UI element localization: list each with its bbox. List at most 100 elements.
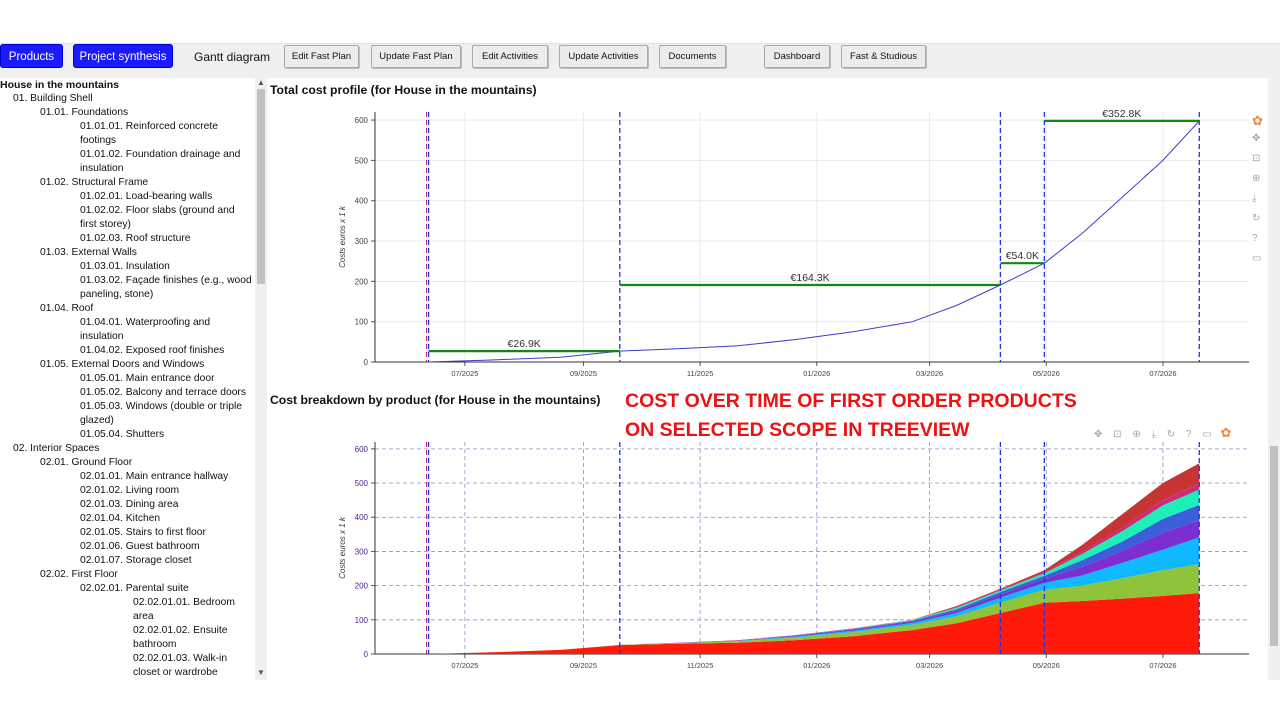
y-tick-label: 0 [364,650,369,659]
gantt-diagram-tab[interactable]: Gantt diagram [194,50,271,64]
tree-scrollbar-thumb[interactable] [257,89,265,284]
save-icon[interactable]: ⤓ [1151,429,1156,440]
tree-item[interactable]: 02.02.01. Parental suite [80,583,189,594]
scroll-up-icon[interactable]: ▲ [257,78,265,87]
y-tick-label: 300 [355,237,369,246]
tree-item[interactable]: 02.01.07. Storage closet [80,555,192,566]
tree-scrollbar[interactable]: ▲ ▼ [255,78,267,680]
tree-item[interactable]: first storey) [80,219,131,230]
tree-item[interactable]: insulation [80,163,124,174]
y-tick-label: 500 [355,479,369,488]
tree-item[interactable]: 01.03. External Walls [40,247,137,258]
tree-item[interactable]: 01.02.01. Load-bearing walls [80,191,213,202]
cost-breakdown-title: Cost breakdown by product (for House in … [270,393,601,407]
pan-icon[interactable]: ✥ [1094,429,1103,440]
tree-item[interactable]: 02.01.01. Main entrance hallway [80,471,229,482]
tree-item[interactable]: 02.01. Ground Floor [40,457,133,468]
cost-breakdown-chart[interactable]: 0 100 200 300 400 500 600 07/2025 09/2025 11/2025… [330,438,1255,670]
tree-item[interactable]: 01.03.01. Insulation [80,261,170,272]
top-chart-toolbar: ✿ ✥ ⊡ ⊕ ⤓ ↻ ? ▭ [1252,113,1268,273]
tree-item[interactable]: 02.01.03. Dining area [80,499,179,510]
tree-item[interactable]: 01.02.02. Floor slabs (ground and [80,205,235,216]
cumulative-cost-line [428,120,1200,363]
tree-item[interactable]: insulation [80,331,124,342]
x-tick-label: 05/2026 [1033,661,1060,670]
bokeh-logo-icon: ✿ [1220,425,1232,440]
edit-fast-plan-button[interactable]: Edit Fast Plan [284,45,359,68]
project-synthesis-button[interactable]: Project synthesis [73,44,173,68]
y-axis-label: Costs euros x 1 k [338,516,347,579]
tree-item[interactable]: 02.01.06. Guest bathroom [80,541,200,552]
dashboard-button[interactable]: Dashboard [764,45,830,68]
x-tick-label: 11/2025 [687,369,714,378]
tree-item[interactable]: 02.02.01.01. Bedroom [133,597,235,608]
box-zoom-icon[interactable]: ⊡ [1252,153,1261,164]
x-tick-label: 09/2025 [570,661,597,670]
documents-button[interactable]: Documents [659,45,726,68]
tree-item[interactable]: 01.02.03. Roof structure [80,233,191,244]
tree-item[interactable]: 01.04. Roof [40,303,94,314]
tree-item[interactable]: 01.05.02. Balcony and terrace doors [80,387,247,398]
tree-item[interactable]: 02.01.02. Living room [80,485,180,496]
tree-item[interactable]: 01.05.01. Main entrance door [80,373,215,384]
y-tick-label: 600 [355,116,369,125]
box-zoom-icon[interactable]: ⊡ [1113,429,1122,440]
tree-item[interactable]: 02.01.04. Kitchen [80,513,161,524]
scroll-down-icon[interactable]: ▼ [257,668,265,677]
tree-item[interactable]: closet or wardrobe [133,667,218,678]
wheel-zoom-icon[interactable]: ⊕ [1132,429,1141,440]
reset-icon[interactable]: ↻ [1252,213,1261,224]
pan-icon[interactable]: ✥ [1252,133,1261,144]
help-icon[interactable]: ? [1252,233,1258,244]
y-tick-label: 0 [364,358,369,367]
help-icon[interactable]: ? [1185,429,1192,440]
tree-item[interactable]: 01.05. External Doors and Windows [40,359,205,370]
tree-item[interactable]: 01.02. Structural Frame [40,177,149,188]
tree-item[interactable]: footings [80,135,117,146]
tree-item[interactable]: 01.05.03. Windows (double or triple [80,401,242,412]
tree-root[interactable]: House in the mountains [0,79,120,91]
tree-item[interactable]: 01.04.02. Exposed roof finishes [80,345,225,356]
tree-item[interactable]: 02.02. First Floor [40,569,118,580]
save-icon[interactable]: ⤓ [1252,193,1257,204]
tree-item[interactable]: 02. Interior Spaces [13,443,100,454]
tree-item[interactable]: 01.04.01. Waterproofing and [80,317,211,328]
reset-icon[interactable]: ↻ [1166,429,1176,440]
hover-icon[interactable]: ▭ [1252,253,1262,264]
tree-item[interactable]: 02.02.01.03. Walk-in [133,653,228,664]
tree-item[interactable]: glazed) [80,415,114,426]
products-button[interactable]: Products [0,44,63,68]
tree-item[interactable]: area [133,611,154,622]
y-tick-label: 200 [355,582,369,591]
wheel-zoom-icon[interactable]: ⊕ [1252,173,1261,184]
annotation-line-1: COST OVER TIME OF FIRST ORDER PRODUCTS [625,390,1077,412]
product-cost-area [428,593,1200,654]
tree-item[interactable]: 01.01.02. Foundation drainage and [80,149,241,160]
tree-item[interactable]: bathroom [133,639,177,650]
tree-item[interactable]: 02.01.05. Stairs to first floor [80,527,206,538]
total-cost-chart[interactable]: 0 100 200 300 400 500 600 07/2025 09/2025 11/2025… [330,108,1255,378]
edit-activities-button[interactable]: Edit Activities [472,45,548,68]
update-fast-plan-button[interactable]: Update Fast Plan [371,45,461,68]
phase-cost-label: €26.9K [508,338,541,350]
main-scrollbar[interactable] [1268,78,1280,680]
y-tick-label: 400 [355,197,369,206]
window-top-border [0,43,1280,44]
x-tick-label: 09/2025 [570,369,597,378]
tree-item[interactable]: 01. Building Shell [13,93,93,104]
update-activities-button[interactable]: Update Activities [559,45,648,68]
tree-item[interactable]: 02.02.01.02. Ensuite [133,625,228,636]
x-tick-label: 05/2026 [1033,369,1060,378]
annotation-line-2: ON SELECTED SCOPE IN TREEVIEW [625,419,970,441]
tree-item[interactable]: 01.01. Foundations [40,107,129,118]
hover-icon[interactable]: ▭ [1202,429,1212,440]
tree-item[interactable]: 01.03.02. Façade finishes (e.g., wood [80,275,252,286]
tree-item[interactable]: 01.05.04. Shutters [80,429,165,440]
tree-item[interactable]: paneling, stone) [80,289,154,300]
x-tick-label: 11/2025 [687,661,714,670]
main-scrollbar-thumb[interactable] [1270,446,1278,646]
project-treeview[interactable]: House in the mountains 01. Building Shell… [0,78,255,680]
fast-studious-button[interactable]: Fast & Studious [841,45,926,68]
tree-item[interactable]: 01.01.01. Reinforced concrete [80,121,218,132]
annotation-callout: COST OVER TIME OF FIRST ORDER PRODUCTS O… [625,387,1077,445]
